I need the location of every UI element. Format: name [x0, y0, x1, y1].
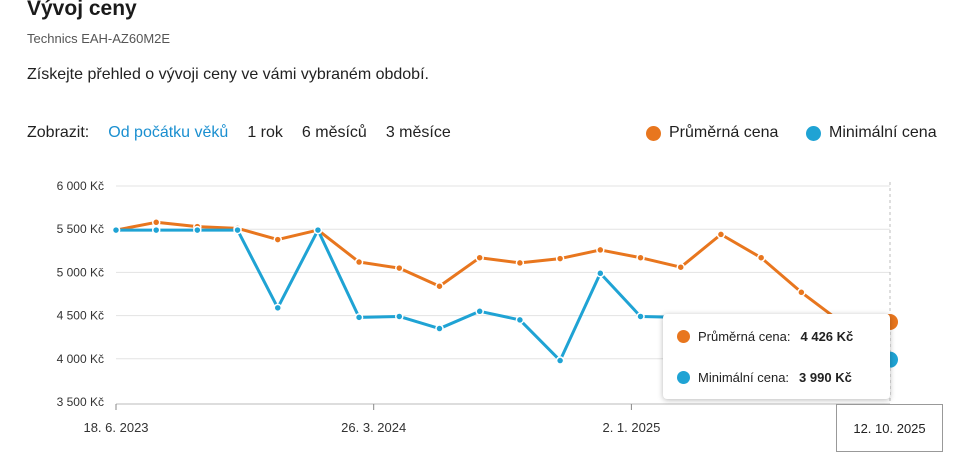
avg-price-point — [555, 254, 565, 263]
legend-avg-label: Průměrná cena — [669, 124, 779, 141]
avg-price-point — [515, 258, 525, 268]
chart-tooltip: Průměrná cena: 4 426 Kč Minimální cena: … — [663, 314, 890, 399]
tooltip-min-value: 3 990 Kč — [799, 370, 852, 385]
range-option-1-year[interactable]: 1 rok — [247, 124, 283, 141]
legend-avg-dot-icon — [646, 125, 661, 141]
tooltip-avg-value: 4 426 Kč — [800, 329, 854, 344]
avg-price-point — [151, 218, 161, 227]
y-tick-label: 4 500 Kč — [57, 309, 104, 323]
tooltip-avg-dot-icon — [677, 330, 690, 343]
range-option-all[interactable]: Od počátku věků — [108, 124, 229, 141]
y-tick-label: 6 000 Kč — [57, 179, 104, 193]
min-price-point — [233, 225, 242, 235]
range-option-3-months[interactable]: 3 měsíce — [385, 124, 451, 141]
avg-price-point — [756, 253, 766, 262]
legend-min[interactable]: Minimální cena — [806, 124, 937, 142]
avg-price-point — [596, 245, 605, 255]
product-name: Technics EAH-AZ60M2E — [27, 31, 171, 46]
tooltip-avg-label: Průměrná cena: — [698, 329, 791, 344]
avg-price-point — [435, 281, 444, 291]
tooltip-min-row: Minimální cena: 3 990 Kč — [677, 370, 852, 385]
min-price-point — [313, 225, 323, 235]
legend-min-label: Minimální cena — [829, 124, 937, 141]
tooltip-min-label: Minimální cena: — [698, 370, 790, 385]
legend-min-dot-icon — [806, 125, 821, 141]
min-price-point — [354, 313, 364, 322]
min-price-point — [273, 303, 282, 313]
min-price-point — [596, 269, 605, 278]
description: Získejte přehled o vývoji ceny ve vámi v… — [27, 66, 429, 83]
min-price-point — [515, 315, 525, 325]
x-tick-label: 26. 3. 2024 — [341, 420, 406, 435]
avg-price-point — [797, 288, 806, 297]
x-tick-label: 18. 6. 2023 — [83, 420, 148, 435]
range-option-6-months[interactable]: 6 měsíců — [301, 124, 367, 141]
tooltip-min-dot-icon — [677, 371, 690, 384]
avg-price-point — [636, 253, 645, 262]
y-tick-label: 3 500 Kč — [57, 395, 104, 409]
avg-price-point — [354, 257, 364, 267]
min-price-point — [636, 312, 645, 321]
avg-price-line — [115, 220, 891, 325]
min-price-point — [193, 225, 202, 235]
avg-price-point — [273, 235, 282, 244]
y-tick-label: 4 000 Kč — [57, 352, 104, 366]
range-filter-label: Zobrazit: — [27, 124, 90, 141]
min-price-point — [435, 324, 444, 333]
min-price-point — [111, 225, 121, 235]
range-filter: Zobrazit: Od počátku věků 1 rok 6 měsíců… — [27, 124, 470, 142]
tooltip-avg-row: Průměrná cena: 4 426 Kč — [677, 329, 853, 344]
x-tick-label: 2. 1. 2025 — [602, 420, 660, 435]
avg-price-point — [716, 230, 726, 239]
avg-price-point — [475, 253, 484, 262]
y-tick-label: 5 000 Kč — [57, 265, 104, 279]
avg-price-point — [676, 262, 685, 272]
avg-price-point — [395, 263, 404, 273]
min-price-point — [555, 356, 565, 365]
min-price-point — [151, 225, 161, 235]
min-price-point — [475, 307, 484, 316]
min-price-point — [395, 312, 404, 321]
hover-date-label: 12. 10. 2025 — [836, 404, 943, 452]
legend-avg[interactable]: Průměrná cena — [646, 124, 778, 142]
page-title: Vývoj ceny — [27, 0, 137, 20]
y-tick-label: 5 500 Kč — [57, 222, 104, 236]
